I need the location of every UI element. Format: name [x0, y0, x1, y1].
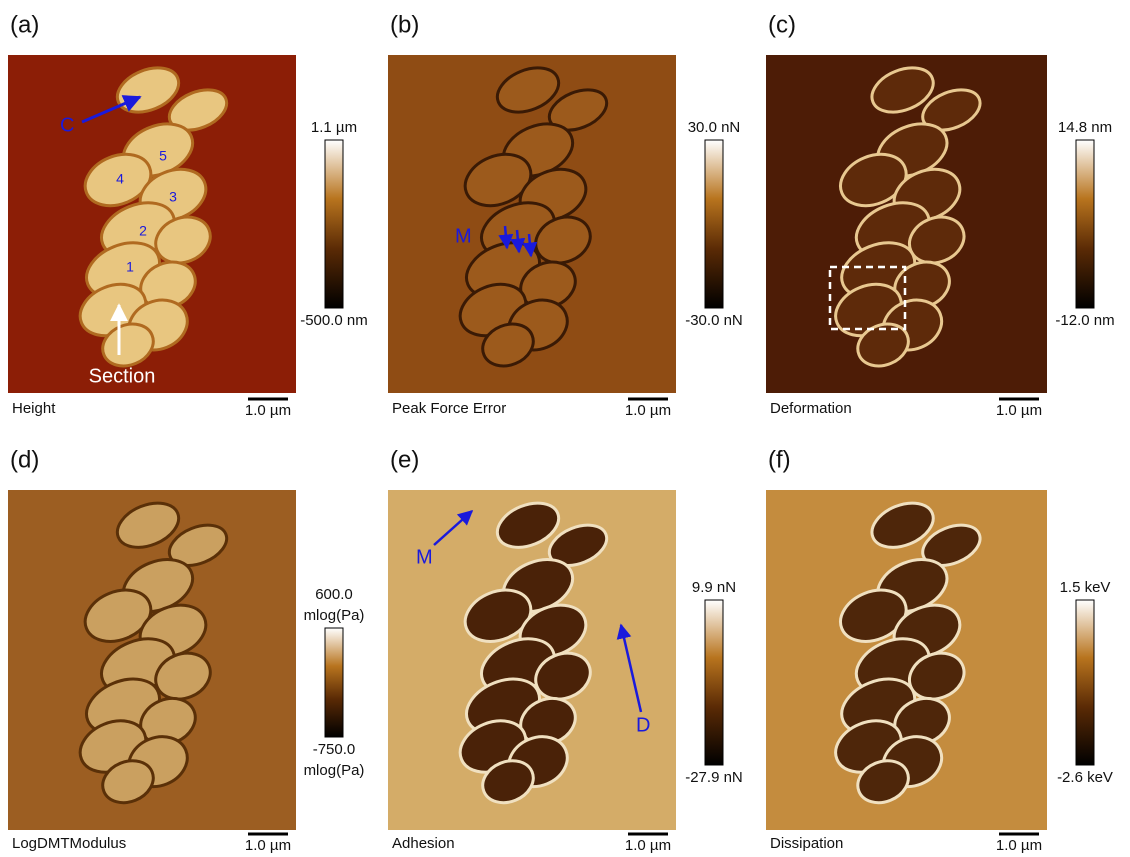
channel-name: Height	[12, 400, 56, 417]
panel: (b) Peak Force Error 1.0 µm 30.0 nN -30.0 nN	[388, 11, 743, 419]
colorbar	[325, 628, 343, 737]
colorbar	[705, 600, 723, 765]
scale-bar-label: 1.0 µm	[245, 837, 291, 854]
afm-image	[8, 490, 296, 830]
colorbar-max: 600.0	[315, 586, 353, 603]
colorbar-min: -500.0 nm	[300, 312, 368, 329]
annotation: 5	[159, 148, 167, 164]
colorbar	[1076, 600, 1094, 765]
annotation: M	[455, 225, 472, 247]
colorbar-max: 1.5 keV	[1060, 579, 1111, 596]
panel: (d) LogDMTModulus 1.0 µm 600.0 mlog(Pa) -750.…	[8, 446, 364, 854]
annotation: 2	[139, 223, 147, 239]
annotation: C	[60, 114, 74, 136]
colorbar-min: -12.0 nm	[1055, 312, 1114, 329]
channel-name: LogDMTModulus	[12, 835, 126, 852]
colorbar-min: -750.0	[313, 741, 356, 758]
panel: (a) Height 1.0 µm 1.1 µm -500.0 nm	[8, 11, 368, 419]
panel-label: (c)	[768, 11, 796, 38]
colorbar	[705, 140, 723, 308]
panel: (c) Deformation 1.0 µm 14.8 nm -12.0 nm	[766, 11, 1115, 419]
scale-bar-label: 1.0 µm	[996, 837, 1042, 854]
scale-bar-label: 1.0 µm	[625, 402, 671, 419]
channel-name: Dissipation	[770, 835, 843, 852]
panel-label: (e)	[390, 446, 419, 473]
colorbar-min: mlog(Pa)	[304, 762, 365, 779]
colorbar	[1076, 140, 1094, 308]
colorbar-min: -2.6 keV	[1057, 769, 1113, 786]
scale-bar-label: 1.0 µm	[625, 837, 671, 854]
afm-image	[388, 490, 676, 830]
panel-label: (a)	[10, 11, 39, 38]
panel-label: (d)	[10, 446, 39, 473]
annotation: M	[416, 546, 433, 568]
afm-image	[388, 55, 676, 393]
annotation: 1	[126, 259, 134, 275]
colorbar-max: 14.8 nm	[1058, 119, 1112, 136]
colorbar-min: -27.9 nN	[685, 769, 743, 786]
panel-label: (b)	[390, 11, 419, 38]
afm-image	[8, 55, 296, 393]
colorbar-max: mlog(Pa)	[304, 607, 365, 624]
scale-bar-label: 1.0 µm	[245, 402, 291, 419]
figure: (a) Height 1.0 µm 1.1 µm -500.0 nm (b) Peak Fo…	[0, 0, 1130, 857]
annotation: D	[636, 714, 650, 736]
annotation: 4	[116, 171, 124, 187]
channel-name: Peak Force Error	[392, 400, 506, 417]
colorbar-max: 30.0 nN	[688, 119, 741, 136]
channel-name: Adhesion	[392, 835, 455, 852]
panel: (e) Adhesion 1.0 µm 9.9 nN -27.9 nN	[388, 446, 743, 854]
afm-image	[766, 55, 1047, 393]
scale-bar-label: 1.0 µm	[996, 402, 1042, 419]
annotation: 3	[169, 189, 177, 205]
channel-name: Deformation	[770, 400, 852, 417]
colorbar-max: 9.9 nN	[692, 579, 736, 596]
colorbar-max: 1.1 µm	[311, 119, 357, 136]
panel-label: (f)	[768, 446, 791, 473]
colorbar	[325, 140, 343, 308]
colorbar-min: -30.0 nN	[685, 312, 743, 329]
afm-image	[766, 490, 1047, 830]
annotation: Section	[89, 365, 156, 387]
panels: (a) Height 1.0 µm 1.1 µm -500.0 nm (b) Peak Fo…	[8, 11, 1115, 854]
panel: (f) Dissipation 1.0 µm 1.5 keV -2.6 keV	[766, 446, 1113, 854]
